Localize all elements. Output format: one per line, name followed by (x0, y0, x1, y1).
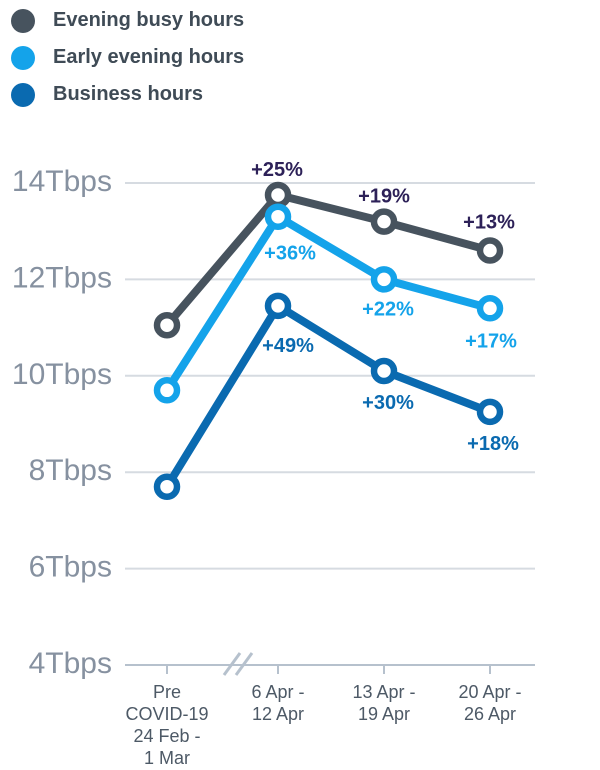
y-axis-tick-label-12: 12Tbps (12, 261, 112, 294)
data-point-s2-c0 (153, 473, 181, 500)
x-axis-label-3: 20 Apr -26 Apr (458, 682, 521, 724)
growth-annotation-s0-c1: +25% (251, 159, 303, 181)
legend-dot-business-hours-icon (11, 82, 35, 107)
growth-annotation-s0-c3: +13% (463, 212, 515, 234)
legend-label: Evening busy hours (53, 9, 245, 31)
data-point-s2-c1 (264, 292, 292, 320)
legend-dot-evening-busy-hours-icon (11, 8, 35, 33)
data-point-s2-c2 (370, 357, 398, 385)
legend-label: Early evening hours (53, 46, 245, 68)
legend-dot-early-evening-hours-icon (11, 45, 35, 70)
data-point-s2-c3 (476, 398, 504, 426)
series-line-1 (163, 212, 494, 395)
growth-annotation-s1-c1: +36% (264, 243, 316, 265)
axis-break-slash-1 (234, 652, 254, 676)
data-point-s0-c3 (476, 237, 504, 264)
growth-annotation-s1-c3: +17% (465, 330, 517, 352)
growth-annotation-s2-c3: +18% (467, 433, 519, 455)
legend-item-evening-busy-hours: Evening busy hours (11, 2, 244, 39)
growth-annotation-s1-c2: +22% (362, 298, 414, 320)
chart-legend: Evening busy hours Early evening hours B… (11, 2, 244, 113)
y-axis-tick-label-14: 14Tbps (12, 165, 112, 198)
data-point-s0-c1 (264, 181, 292, 209)
y-axis-tick-label-4: 4Tbps (29, 647, 112, 680)
series-line-0 (163, 191, 494, 330)
growth-annotation-s2-c2: +30% (362, 392, 414, 414)
growth-annotation-s0-c2: +19% (358, 186, 410, 208)
legend-item-early-evening-hours: Early evening hours (11, 39, 244, 76)
x-axis-label-2: 13 Apr -19 Apr (352, 682, 415, 724)
y-axis-tick-label-10: 10Tbps (12, 358, 112, 391)
data-point-s0-c2 (370, 208, 398, 235)
x-axis-label-0: Pre COVID-19 24 Feb -1 Mar (125, 682, 208, 768)
x-axis-label-1: 6 Apr -12 Apr (251, 682, 304, 724)
y-axis-tick-label-8: 8Tbps (29, 454, 112, 487)
y-axis-tick-label-6: 6Tbps (29, 551, 112, 584)
data-point-s0-c0 (153, 311, 181, 339)
legend-item-business-hours: Business hours (11, 76, 244, 113)
data-point-s1-c0 (153, 377, 181, 404)
data-point-s1-c2 (370, 266, 398, 293)
legend-label: Business hours (53, 83, 204, 105)
axis-break-slash-0 (222, 652, 242, 676)
growth-annotation-s2-c1: +49% (262, 335, 314, 357)
data-point-s1-c1 (264, 203, 292, 230)
series-line-2 (163, 301, 494, 491)
data-point-s1-c3 (476, 295, 504, 322)
